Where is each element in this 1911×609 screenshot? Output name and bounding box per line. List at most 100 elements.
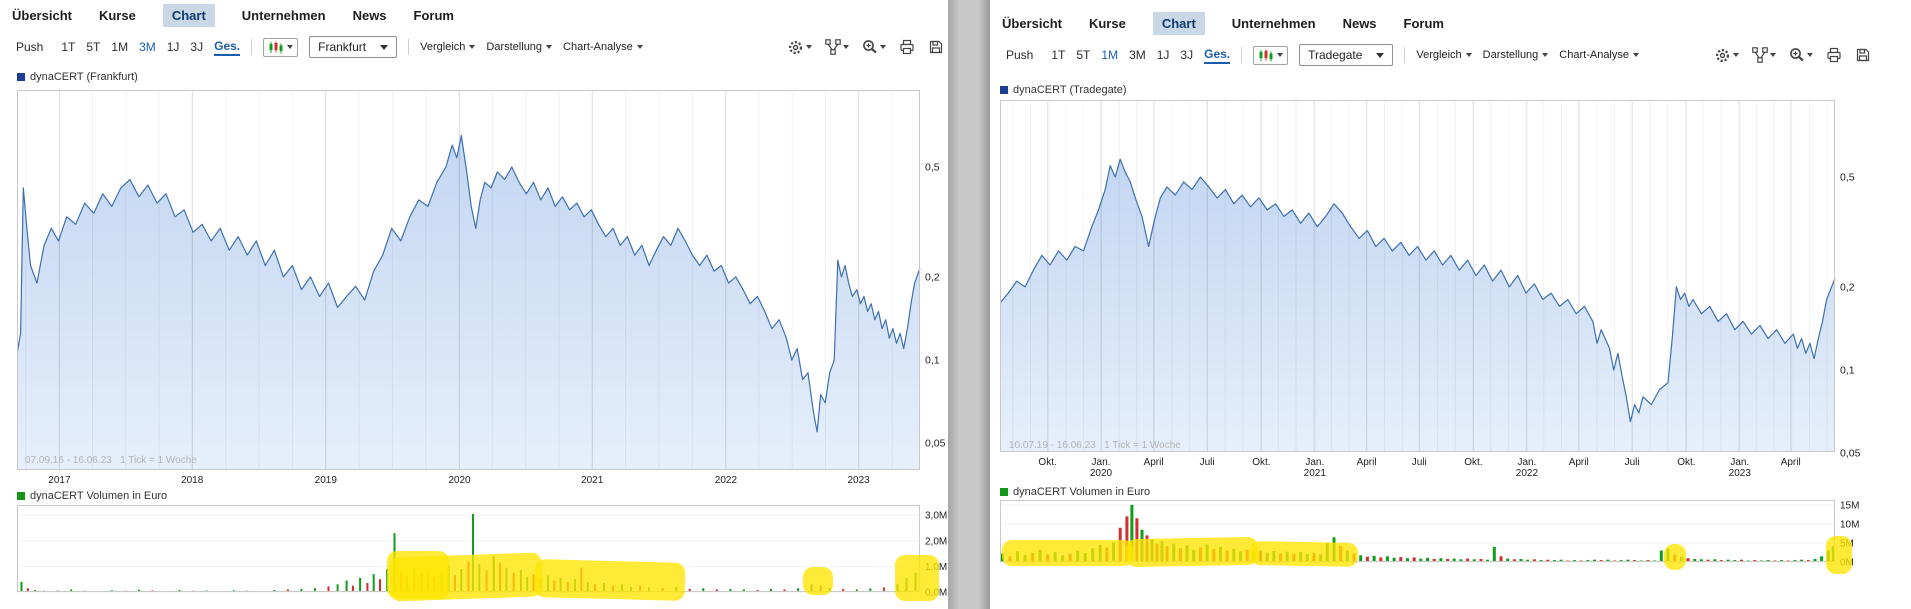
period-1m[interactable]: 1M bbox=[111, 40, 129, 54]
exchange-select[interactable]: Frankfurt bbox=[309, 36, 398, 58]
nav-news[interactable]: News bbox=[1342, 15, 1377, 31]
chevron-down-icon bbox=[1633, 53, 1639, 57]
toolbar-icon-group bbox=[1714, 47, 1871, 64]
nav-unternehmen[interactable]: Unternehmen bbox=[241, 7, 326, 23]
nav-uebersicht[interactable]: Übersicht bbox=[12, 7, 72, 23]
printer-icon bbox=[1827, 47, 1841, 63]
vergleich-menu[interactable]: Vergleich bbox=[420, 41, 476, 53]
chevron-down-icon bbox=[469, 45, 476, 49]
main-nav: Übersicht Kurse Chart Unternehmen News F… bbox=[0, 2, 948, 28]
svg-text:3,0M: 3,0M bbox=[925, 511, 947, 522]
settings-button[interactable] bbox=[787, 39, 812, 56]
push-toggle[interactable]: Push bbox=[1006, 48, 1034, 62]
period-3m[interactable]: 3M bbox=[1129, 48, 1146, 62]
period-1m[interactable]: 1M bbox=[1101, 48, 1119, 62]
svg-text:0,1: 0,1 bbox=[1840, 365, 1855, 377]
exchange-select[interactable]: Tradegate bbox=[1299, 44, 1394, 66]
svg-text:Jan.: Jan. bbox=[1730, 457, 1749, 468]
svg-text:April: April bbox=[1781, 457, 1801, 468]
exchange-select-value: Frankfurt bbox=[318, 40, 367, 54]
push-toggle[interactable]: Push bbox=[16, 40, 44, 54]
svg-text:April: April bbox=[1569, 457, 1589, 468]
chart-toolbar: Push 1T 5T 1M 3M 1J 3J Ges. F bbox=[0, 32, 948, 62]
chart-type-dropdown[interactable] bbox=[1253, 45, 1289, 65]
svg-text:2019: 2019 bbox=[315, 475, 338, 486]
nav-chart[interactable]: Chart bbox=[1152, 11, 1205, 35]
volume-legend-swatch bbox=[17, 492, 25, 500]
chart-analyse-menu[interactable]: Chart-Analyse bbox=[1559, 49, 1639, 61]
svg-text:Jan.: Jan. bbox=[1092, 457, 1111, 468]
svg-text:Okt.: Okt. bbox=[1252, 457, 1270, 468]
period-1j[interactable]: 1J bbox=[166, 40, 180, 54]
period-ges[interactable]: Ges. bbox=[1204, 47, 1231, 64]
indicators-button[interactable] bbox=[1752, 47, 1776, 63]
chevron-down-icon bbox=[636, 45, 643, 49]
candlestick-icon bbox=[269, 41, 283, 53]
darstellung-menu[interactable]: Darstellung bbox=[1483, 49, 1549, 61]
chart-analyse-menu[interactable]: Chart-Analyse bbox=[563, 41, 643, 53]
darstellung-label: Darstellung bbox=[1482, 49, 1539, 61]
nav-forum[interactable]: Forum bbox=[1403, 15, 1444, 31]
volume-legend: dynaCERT Volumen in Euro bbox=[1000, 486, 1150, 498]
chart-analyse-label: Chart-Analyse bbox=[1559, 49, 1629, 61]
zoom-button[interactable] bbox=[1789, 47, 1813, 63]
period-1t[interactable]: 1T bbox=[1051, 48, 1066, 62]
nav-kurse[interactable]: Kurse bbox=[98, 7, 136, 23]
period-5t[interactable]: 5T bbox=[86, 40, 101, 54]
nav-news[interactable]: News bbox=[352, 7, 387, 23]
window-divider bbox=[948, 0, 990, 609]
chevron-down-icon bbox=[806, 45, 812, 49]
toolbar-separator bbox=[408, 39, 410, 55]
chart-watermark: 07.09.16 - 16.06.23 1 Tick = 1 Woche bbox=[25, 455, 197, 466]
vergleich-menu[interactable]: Vergleich bbox=[1416, 49, 1472, 61]
price-chart[interactable]: 2017 2018 2019 2020 2021 2022 2023 0,5 0,2 0,1 0,0… bbox=[17, 90, 948, 494]
nav-chart[interactable]: Chart bbox=[162, 3, 215, 27]
period-3m[interactable]: 3M bbox=[139, 40, 156, 54]
zoom-button[interactable] bbox=[862, 39, 886, 55]
svg-text:Jan.: Jan. bbox=[1517, 457, 1536, 468]
toolbar-separator bbox=[251, 39, 253, 55]
period-ges[interactable]: Ges. bbox=[214, 39, 241, 56]
save-button[interactable] bbox=[928, 39, 944, 55]
period-3j[interactable]: 3J bbox=[1180, 48, 1194, 62]
chevron-down-icon bbox=[1807, 53, 1813, 57]
svg-text:Okt.: Okt. bbox=[1038, 457, 1056, 468]
price-legend: dynaCERT (Frankfurt) bbox=[17, 71, 138, 83]
volume-chart[interactable]: 15M10M5M0M bbox=[1000, 500, 1911, 590]
price-legend-swatch bbox=[17, 73, 25, 81]
volume-chart[interactable]: 3,0M2,0M1,0M0,0M bbox=[17, 505, 948, 609]
nav-unternehmen[interactable]: Unternehmen bbox=[1231, 15, 1316, 31]
period-1t[interactable]: 1T bbox=[61, 40, 76, 54]
svg-text:2023: 2023 bbox=[847, 475, 870, 486]
svg-text:2023: 2023 bbox=[1729, 468, 1752, 479]
svg-text:Okt.: Okt. bbox=[1464, 457, 1482, 468]
nav-uebersicht[interactable]: Übersicht bbox=[1002, 15, 1062, 31]
main-nav: Übersicht Kurse Chart Unternehmen News F… bbox=[990, 10, 1911, 36]
toolbar-separator bbox=[1404, 47, 1406, 63]
exchange-select-value: Tradegate bbox=[1308, 48, 1363, 62]
svg-text:2017: 2017 bbox=[48, 475, 71, 486]
indicators-button[interactable] bbox=[825, 39, 849, 55]
chevron-down-icon bbox=[843, 45, 849, 49]
save-button[interactable] bbox=[1855, 47, 1871, 63]
svg-text:2020: 2020 bbox=[1090, 468, 1113, 479]
darstellung-menu[interactable]: Darstellung bbox=[486, 41, 553, 53]
chevron-down-icon bbox=[1277, 53, 1284, 57]
nav-kurse[interactable]: Kurse bbox=[1088, 15, 1126, 31]
print-button[interactable] bbox=[899, 39, 915, 55]
svg-text:0,05: 0,05 bbox=[925, 438, 946, 450]
period-1j[interactable]: 1J bbox=[1156, 48, 1170, 62]
zoom-in-icon bbox=[1790, 48, 1804, 62]
print-button[interactable] bbox=[1826, 47, 1842, 63]
svg-text:April: April bbox=[1357, 457, 1377, 468]
chevron-down-icon bbox=[546, 45, 553, 49]
period-5t[interactable]: 5T bbox=[1076, 48, 1091, 62]
price-legend: dynaCERT (Tradegate) bbox=[1000, 84, 1127, 96]
svg-text:2022: 2022 bbox=[1516, 468, 1539, 479]
period-3j[interactable]: 3J bbox=[190, 40, 204, 54]
chart-type-dropdown[interactable] bbox=[263, 37, 299, 57]
nav-forum[interactable]: Forum bbox=[413, 7, 454, 23]
vergleich-label: Vergleich bbox=[420, 41, 466, 53]
settings-button[interactable] bbox=[1714, 47, 1739, 64]
